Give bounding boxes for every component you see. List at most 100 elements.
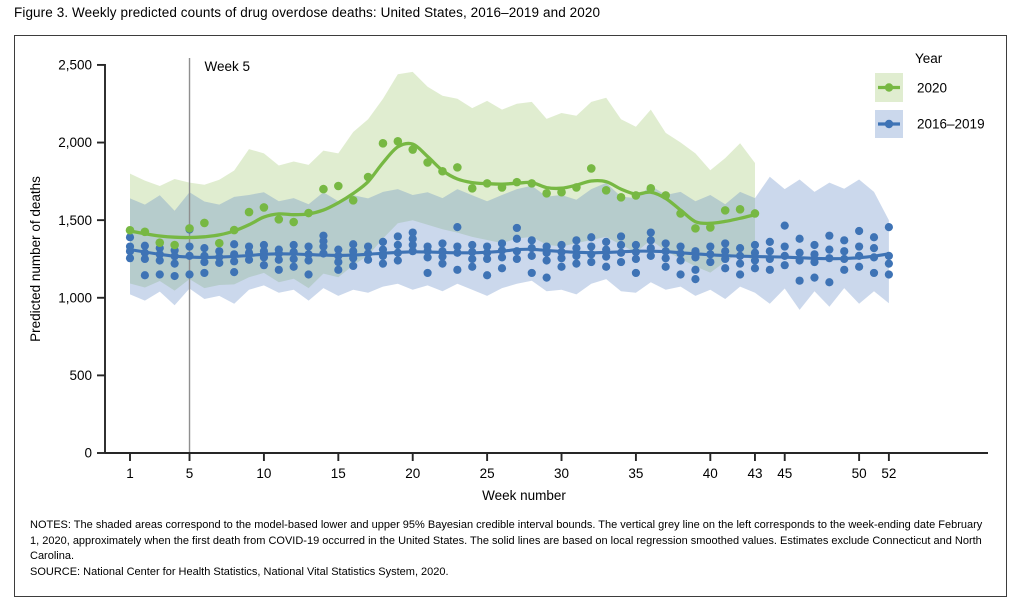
point-2016-2019 xyxy=(780,242,789,251)
point-2016-2019 xyxy=(200,251,209,260)
point-2016-2019 xyxy=(855,251,864,260)
point-2016-2019 xyxy=(453,223,462,232)
point-2016-2019 xyxy=(795,234,804,243)
point-2016-2019 xyxy=(721,247,730,256)
point-2016-2019 xyxy=(795,248,804,257)
point-2020 xyxy=(601,186,611,195)
x-tick-label: 20 xyxy=(405,466,420,481)
point-2016-2019 xyxy=(735,243,745,253)
point-2016-2019 xyxy=(185,270,194,279)
point-2016-2019 xyxy=(334,245,343,254)
point-2016-2019 xyxy=(468,254,477,264)
point-2016-2019 xyxy=(274,265,283,274)
source-text: SOURCE: National Center for Health Stati… xyxy=(30,565,449,578)
point-2016-2019 xyxy=(423,247,432,256)
point-2016-2019 xyxy=(840,236,849,245)
point-2016-2019 xyxy=(497,253,507,262)
point-2016-2019 xyxy=(408,228,417,237)
point-2020 xyxy=(661,191,670,200)
point-2016-2019 xyxy=(631,240,641,250)
point-2016-2019 xyxy=(408,247,417,256)
point-2016-2019 xyxy=(587,242,596,251)
point-2016-2019 xyxy=(155,270,164,279)
point-2016-2019 xyxy=(259,261,269,270)
point-2016-2019 xyxy=(810,250,819,259)
point-2016-2019 xyxy=(765,265,774,274)
point-2016-2019 xyxy=(825,254,834,263)
legend-dot-2016-2019 xyxy=(884,119,894,129)
point-2016-2019 xyxy=(631,247,641,257)
point-2016-2019 xyxy=(453,242,462,251)
point-2016-2019 xyxy=(855,262,864,271)
legend-label-2020: 2020 xyxy=(917,81,947,96)
point-2016-2019 xyxy=(884,251,893,260)
point-2016-2019 xyxy=(661,254,670,263)
point-2020 xyxy=(378,139,388,148)
point-2016-2019 xyxy=(468,240,477,250)
point-2016-2019 xyxy=(557,262,566,271)
x-tick-label: 52 xyxy=(881,466,896,481)
x-tick-label: 30 xyxy=(554,466,569,481)
point-2020 xyxy=(170,240,179,250)
point-2020 xyxy=(408,145,418,154)
point-2016-2019 xyxy=(289,262,298,271)
point-2016-2019 xyxy=(602,252,611,261)
point-2016-2019 xyxy=(780,261,789,270)
point-2016-2019 xyxy=(602,262,611,271)
point-2016-2019 xyxy=(453,248,462,257)
point-2016-2019 xyxy=(661,239,670,248)
point-2016-2019 xyxy=(750,248,760,257)
point-2020 xyxy=(631,191,641,200)
point-2016-2019 xyxy=(393,232,402,241)
x-tick-label: 10 xyxy=(256,466,271,481)
y-tick-label: 1,000 xyxy=(58,290,92,305)
point-2016-2019 xyxy=(810,240,819,250)
point-2016-2019 xyxy=(200,257,209,267)
point-2016-2019 xyxy=(572,251,581,260)
point-2016-2019 xyxy=(542,256,551,265)
notes-text: NOTES: The shaded areas correspond to th… xyxy=(30,519,983,562)
point-2020 xyxy=(274,215,284,224)
point-2016-2019 xyxy=(259,247,269,256)
point-2016-2019 xyxy=(170,259,179,268)
x-axis-title: Week number xyxy=(482,488,566,503)
point-2016-2019 xyxy=(631,268,641,278)
point-2016-2019 xyxy=(483,248,492,257)
point-2020 xyxy=(363,172,373,182)
point-2016-2019 xyxy=(735,270,745,279)
point-2016-2019 xyxy=(140,241,149,250)
point-2016-2019 xyxy=(616,240,626,250)
point-2016-2019 xyxy=(795,256,804,265)
point-2016-2019 xyxy=(765,254,774,264)
point-2020 xyxy=(200,218,209,228)
point-2016-2019 xyxy=(676,242,685,251)
point-2016-2019 xyxy=(840,265,849,274)
point-2016-2019 xyxy=(810,257,819,267)
point-2016-2019 xyxy=(869,243,879,253)
point-2016-2019 xyxy=(259,240,269,250)
point-2020 xyxy=(334,181,343,191)
point-2016-2019 xyxy=(230,257,239,266)
point-2016-2019 xyxy=(349,261,358,271)
point-2016-2019 xyxy=(750,264,760,273)
point-2016-2019 xyxy=(185,242,194,251)
point-2016-2019 xyxy=(393,248,402,257)
point-2020 xyxy=(512,177,522,187)
point-2016-2019 xyxy=(200,243,209,253)
point-2016-2019 xyxy=(483,254,492,264)
legend-label-2016-2019: 2016–2019 xyxy=(917,117,985,132)
point-2016-2019 xyxy=(140,254,149,264)
point-2016-2019 xyxy=(512,234,521,243)
point-2016-2019 xyxy=(512,247,521,256)
point-2016-2019 xyxy=(840,254,849,264)
point-2016-2019 xyxy=(616,257,626,267)
point-2016-2019 xyxy=(349,247,358,256)
point-2016-2019 xyxy=(587,233,596,242)
point-2016-2019 xyxy=(661,247,670,256)
point-2016-2019 xyxy=(646,236,655,245)
point-2016-2019 xyxy=(334,257,343,267)
week5-label: Week 5 xyxy=(205,59,251,74)
point-2020 xyxy=(720,206,730,215)
point-2016-2019 xyxy=(408,240,417,250)
point-2016-2019 xyxy=(721,254,730,264)
